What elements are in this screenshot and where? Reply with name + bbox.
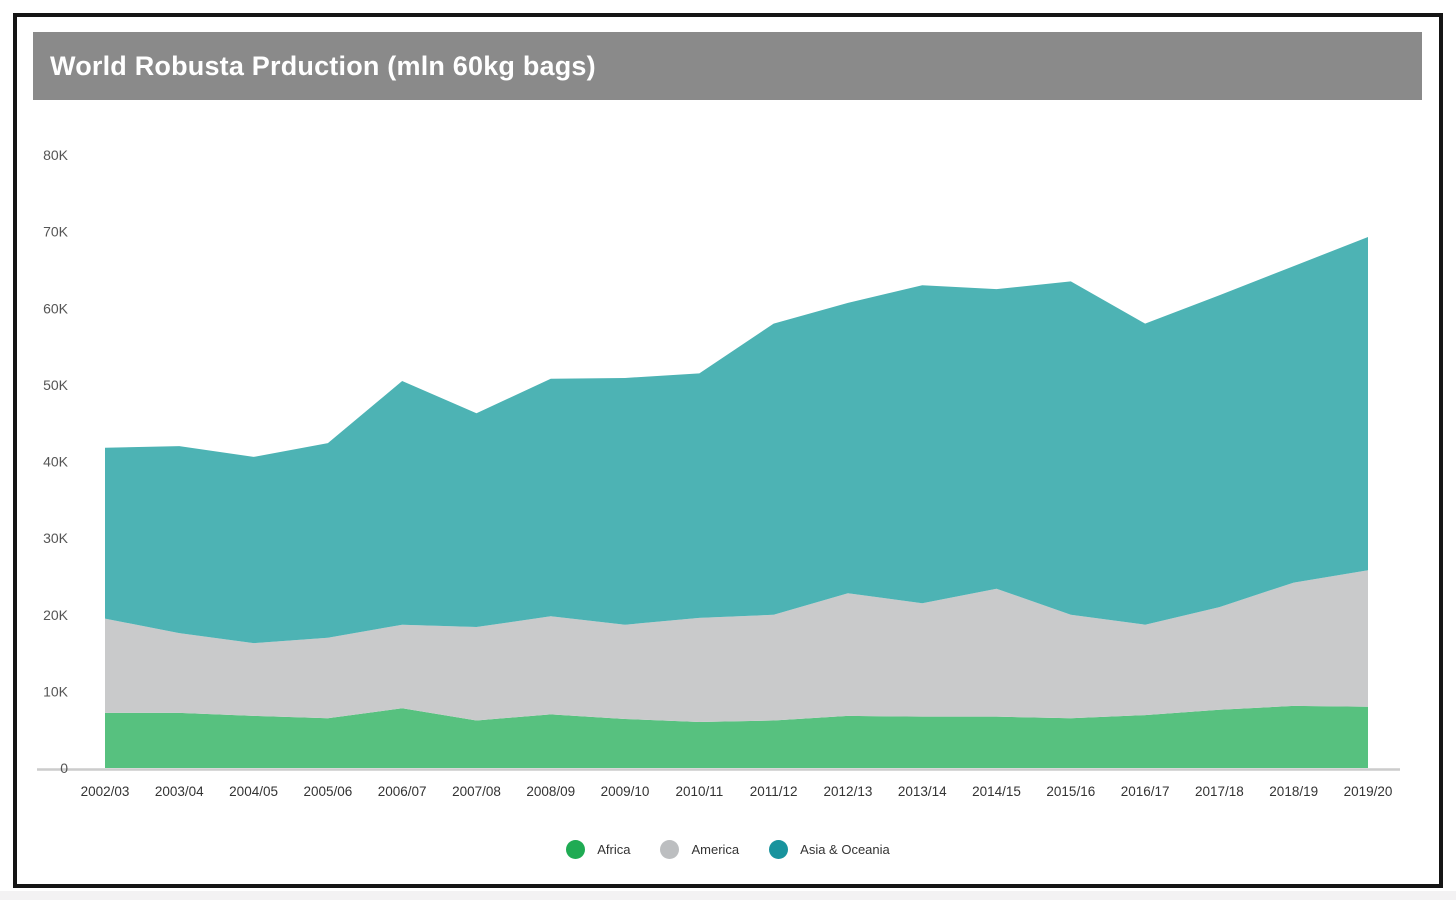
legend-swatch-africa bbox=[566, 839, 586, 859]
legend-swatch-america bbox=[660, 839, 680, 859]
y-axis-label: 50K bbox=[43, 377, 69, 393]
x-axis-label: 2006/07 bbox=[378, 784, 427, 799]
legend-item-asia-oceania[interactable]: Asia & Oceania bbox=[769, 839, 890, 859]
y-axis-label: 60K bbox=[43, 300, 69, 316]
x-axis-label: 2002/03 bbox=[81, 784, 130, 799]
chart-title: World Robusta Prduction (mln 60kg bags) bbox=[50, 50, 596, 81]
x-axis-label: 2005/06 bbox=[303, 784, 352, 799]
x-axis-label: 2003/04 bbox=[155, 784, 204, 799]
y-axis-label: 0 bbox=[60, 760, 68, 776]
legend-item-america[interactable]: America bbox=[660, 839, 740, 859]
x-axis-label: 2012/13 bbox=[824, 784, 873, 799]
x-axis-label: 2019/20 bbox=[1344, 784, 1393, 799]
area-asia-oceania bbox=[105, 236, 1368, 644]
x-axis-label: 2014/15 bbox=[972, 784, 1021, 799]
x-axis-label: 2009/10 bbox=[601, 784, 650, 799]
y-axis-label: 40K bbox=[43, 454, 69, 470]
y-axis-label: 80K bbox=[43, 147, 69, 163]
y-axis-label: 70K bbox=[43, 224, 69, 240]
chart-card: World Robusta Prduction (mln 60kg bags) … bbox=[13, 13, 1443, 888]
area-africa bbox=[105, 705, 1368, 768]
x-axis-label: 2007/08 bbox=[452, 784, 501, 799]
stacked-area-chart: 0 10K 20K 30K 40K 50K 60K 70K 80K 2002/03 2003/04 2… bbox=[37, 147, 1400, 799]
x-axis-label: 2015/16 bbox=[1046, 784, 1095, 799]
legend-label-asia-oceania: Asia & Oceania bbox=[800, 841, 890, 857]
area-america bbox=[105, 570, 1368, 723]
y-axis-label: 30K bbox=[43, 530, 69, 546]
chart-title-bar: World Robusta Prduction (mln 60kg bags) bbox=[33, 32, 1422, 100]
legend-swatch-asia-oceania bbox=[769, 839, 789, 859]
x-axis-label: 2008/09 bbox=[526, 784, 575, 799]
footer-strip bbox=[0, 891, 1456, 900]
x-axis-label: 2017/18 bbox=[1195, 784, 1244, 799]
chart-legend: Africa America Asia & Oceania bbox=[17, 832, 1439, 866]
x-axis-label: 2018/19 bbox=[1269, 784, 1318, 799]
x-axis-label: 2004/05 bbox=[229, 784, 278, 799]
x-axis-label: 2011/12 bbox=[750, 784, 798, 799]
legend-item-africa[interactable]: Africa bbox=[566, 839, 631, 859]
y-axis-label: 10K bbox=[43, 683, 69, 699]
legend-label-america: America bbox=[691, 841, 740, 857]
y-axis-label: 20K bbox=[43, 607, 69, 623]
legend-label-africa: Africa bbox=[597, 841, 631, 857]
x-axis-label: 2013/14 bbox=[898, 784, 947, 799]
x-axis-label: 2016/17 bbox=[1121, 784, 1170, 799]
x-axis-label: 2010/11 bbox=[675, 784, 723, 799]
